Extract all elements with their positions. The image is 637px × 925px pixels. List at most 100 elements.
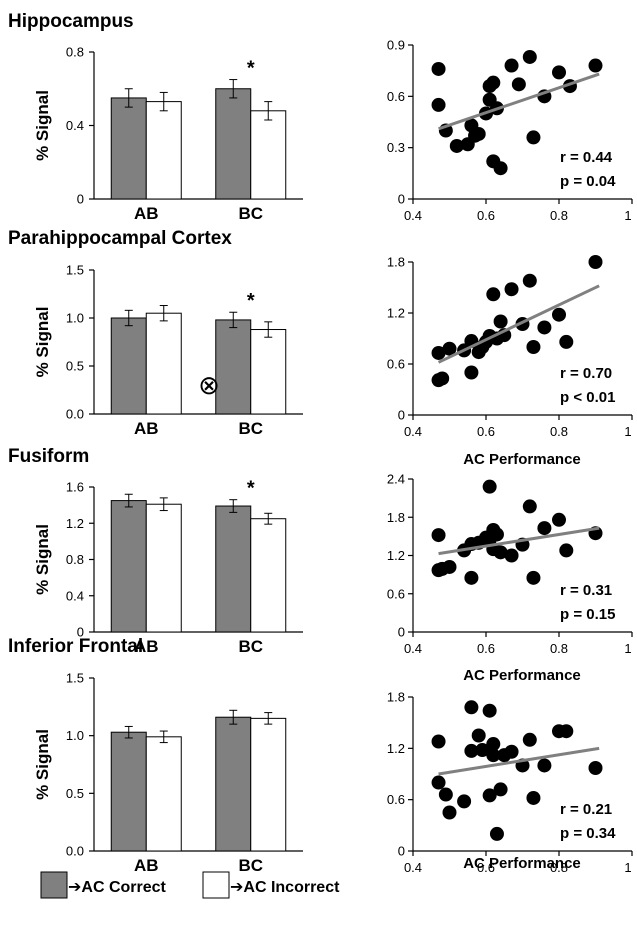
data-point — [504, 282, 519, 297]
bar-correct — [110, 731, 147, 852]
y-tick-label: 0.5 — [66, 359, 84, 374]
data-point — [489, 826, 504, 841]
category-label: BC — [238, 856, 263, 875]
y-tick-label: 1.2 — [387, 741, 405, 756]
x-tick-label: 0.4 — [404, 208, 422, 223]
y-tick-label: 1.5 — [66, 671, 84, 686]
y-tick-label: 0.9 — [387, 38, 405, 53]
bar-incorrect — [145, 503, 182, 633]
data-point — [504, 58, 519, 73]
bar-correct — [215, 716, 252, 852]
data-point — [438, 787, 453, 802]
category-label: AB — [134, 204, 159, 223]
y-tick-label: 1.0 — [66, 311, 84, 326]
significance-star: * — [247, 290, 255, 312]
y-tick-label: 0 — [77, 625, 84, 640]
data-point — [464, 570, 479, 585]
data-point — [464, 365, 479, 380]
x-axis-label: AC Performance — [463, 855, 581, 872]
legend-swatch-correct — [40, 871, 68, 899]
x-tick-label: 0.6 — [477, 424, 495, 439]
chart-panel: 0 0.6 1.2 1.8 0.4 0.6 0.8 1 r = 0.21 p = 0.34 AC P… — [387, 690, 633, 875]
p-value: p = 0.34 — [560, 825, 616, 842]
r-value: r = 0.21 — [560, 801, 612, 818]
x-axis-label: AC Performance — [463, 451, 581, 468]
data-point — [588, 761, 603, 776]
y-axis-label: % Signal — [33, 524, 52, 595]
y-tick-label: 0 — [77, 192, 84, 207]
data-point — [431, 61, 446, 76]
y-axis-label: % Signal — [33, 307, 52, 378]
y-tick-label: 0.6 — [387, 89, 405, 104]
chart-panel: 0 0.6 1.2 1.8 0.4 0.6 0.8 1 r = 0.70 p < 0.01 AC P… — [387, 255, 633, 468]
data-point — [588, 255, 603, 269]
chart-title: Parahippocampal Cortex — [8, 228, 232, 249]
legend-swatch-incorrect — [202, 871, 230, 899]
bar-incorrect — [250, 518, 287, 633]
chart-title: Hippocampus — [8, 11, 134, 32]
legend: ➔AC Correct ➔AC Incorrect — [40, 871, 340, 899]
chart-panel: Hippocampus % Signal 0 0.4 0.8 AB BC * — [8, 11, 303, 223]
y-tick-label: 1.5 — [66, 263, 84, 278]
data-point — [482, 703, 497, 718]
data-point — [431, 775, 446, 790]
y-tick-label: 0 — [398, 844, 405, 859]
y-tick-label: 1.6 — [66, 480, 84, 495]
bar-incorrect — [250, 717, 287, 852]
data-point — [475, 743, 490, 758]
y-tick-label: 0 — [398, 625, 405, 640]
legend-label-correct: ➔AC Correct — [68, 879, 167, 896]
data-point — [431, 734, 446, 749]
y-tick-label: 0.6 — [387, 357, 405, 372]
legend-label-incorrect: ➔AC Incorrect — [230, 879, 340, 896]
y-tick-label: 0.4 — [66, 588, 84, 603]
data-point — [522, 499, 537, 514]
data-point — [511, 77, 526, 92]
trend-line — [438, 746, 600, 776]
bar-correct — [215, 88, 252, 200]
data-point — [486, 75, 501, 90]
data-point — [552, 65, 566, 80]
data-point — [537, 521, 552, 536]
y-tick-label: 1.8 — [387, 255, 405, 270]
data-point — [449, 138, 464, 153]
data-point — [486, 287, 501, 302]
chart-panel: 0 0.6 1.2 1.8 2.4 0.4 0.6 0.8 1 r = 0.31 p = 0.15 A… — [387, 472, 633, 684]
data-point — [489, 527, 504, 542]
data-point — [442, 559, 457, 574]
data-point — [471, 728, 486, 743]
x-tick-label: 0.4 — [404, 424, 422, 439]
bar-incorrect — [250, 329, 287, 415]
data-point — [457, 794, 472, 809]
y-tick-label: 0.0 — [66, 407, 84, 422]
chart-title: Fusiform — [8, 446, 89, 467]
data-point — [504, 744, 519, 759]
x-tick-label: 0.6 — [477, 860, 495, 875]
y-tick-label: 0.8 — [66, 45, 84, 60]
bar-correct — [110, 97, 147, 200]
data-point — [552, 307, 566, 322]
y-tick-label: 1.2 — [387, 548, 405, 563]
data-point — [588, 58, 603, 73]
bar-incorrect — [250, 110, 287, 200]
y-tick-label: 1.8 — [387, 510, 405, 525]
r-value: r = 0.70 — [560, 365, 612, 382]
y-tick-label: 0 — [398, 192, 405, 207]
chart-panel: 0 0.3 0.6 0.9 0.4 0.6 0.8 1 r = 0.44 p = 0.04 — [387, 38, 633, 223]
data-point — [526, 790, 541, 805]
data-point — [431, 528, 446, 543]
p-value: p < 0.01 — [560, 389, 615, 406]
x-tick-label: 1 — [624, 860, 631, 875]
bar-correct — [215, 505, 252, 633]
y-tick-label: 1.8 — [387, 690, 405, 705]
y-tick-label: 0.0 — [66, 844, 84, 859]
data-point — [537, 758, 552, 773]
significance-star: * — [247, 58, 255, 80]
category-label: BC — [238, 637, 263, 656]
y-tick-label: 0.8 — [66, 552, 84, 567]
data-point — [486, 748, 501, 763]
data-point — [482, 479, 497, 494]
chart-panel: Inferior Frontal % Signal 0.0 0.5 1.0 1.5 AB BC — [8, 636, 303, 875]
